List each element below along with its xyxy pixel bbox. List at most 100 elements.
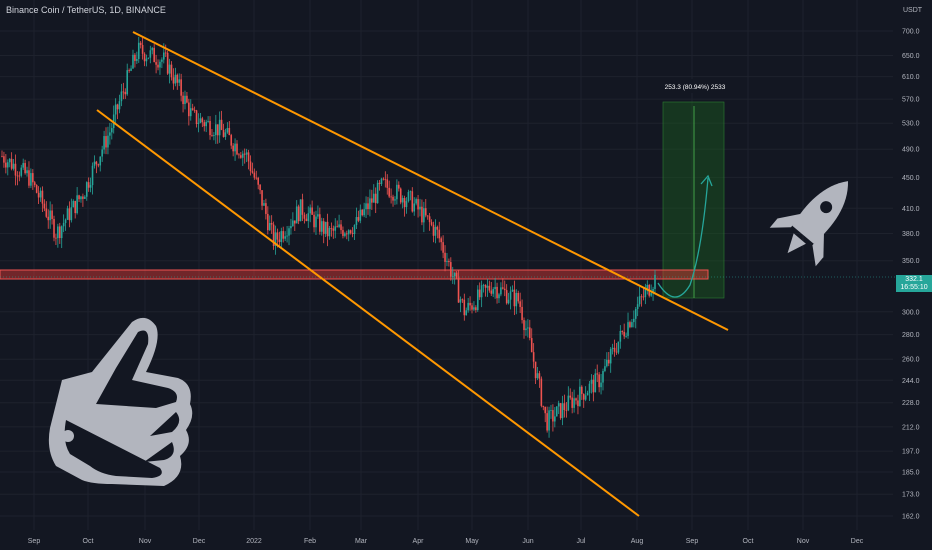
candle-body [130,68,132,71]
candle-body [423,208,425,223]
x-tick-label: Jun [522,538,533,545]
candle-body [444,252,446,262]
upper-trendline[interactable] [132,31,729,331]
candle-body [118,101,121,110]
candle-body [440,238,442,243]
candle-body [528,327,531,339]
candle-body [188,102,190,117]
candle-body [621,330,624,332]
candle-body [78,195,80,200]
candle-body [309,207,312,214]
candle-body [259,184,261,191]
candle-body [147,57,150,59]
price-axis[interactable]: USDT 700.0 650.0 610.0 570.0 530.0 490.0 450.0 4… [902,7,923,521]
candle-body [376,182,379,204]
candle-body [405,201,408,208]
candle-body [450,262,452,277]
candle-body [332,228,335,231]
candle-body [475,307,477,311]
candle-body [170,64,173,78]
candle-body [226,128,229,133]
candle-body [382,178,385,180]
candle-body [182,95,184,105]
candle-body [57,226,59,239]
candle-body [149,50,152,58]
candle-body [193,109,196,111]
candle-body [35,185,38,193]
candle-body [191,108,194,110]
candle-body [392,196,394,201]
candle-body [399,188,402,203]
candle-body [609,349,612,364]
y-tick-label: 570.0 [902,97,920,104]
candle-body [604,366,606,372]
candle-body [347,230,350,235]
lower-trendline[interactable] [96,109,640,517]
x-tick-label: Dec [193,538,206,545]
candle-body [18,175,21,177]
candle-body [324,221,327,234]
candle-body [159,61,161,68]
candle-body [571,397,573,408]
candle-body [6,162,9,168]
candle-body [577,400,579,407]
candle-body [203,122,206,127]
candle-body [478,289,481,298]
candle-body [396,184,398,200]
candle-body [30,173,32,186]
candle-body [82,196,84,199]
candle-body [286,235,288,237]
candle-body [261,190,263,206]
candle-body [559,403,562,419]
x-tick-label: Sep [28,538,41,545]
candle-body [222,129,225,137]
candle-body [166,52,169,74]
candle-body [557,403,560,407]
candle-body [174,74,177,84]
candle-body [109,132,111,136]
candle-body [268,222,271,231]
candle-body [446,261,448,262]
x-tick-label: Apr [413,538,425,545]
measure-label-box [664,79,726,93]
candle-body [419,206,421,210]
candle-body [33,182,36,186]
candle-body [319,214,321,232]
candle-body [39,190,42,198]
candle-body [536,373,539,379]
candle-body [322,221,325,234]
candle-body [136,58,138,61]
y-tick-label: 185.0 [902,470,920,477]
candle-body [636,304,639,309]
candle-body [534,361,537,379]
candle-body [22,163,24,168]
measure-label: 253.3 (80.94%) 2533 [665,84,726,91]
x-tick-label: 2022 [246,538,262,545]
candle-body [607,359,610,364]
candle-body [232,145,234,152]
candle-body [299,199,302,222]
candle-body [590,379,593,384]
x-tick-label: Oct [743,538,754,545]
x-tick-label: Nov [797,538,810,545]
candle-body [484,284,487,288]
candle-body [257,177,259,185]
candle-body [627,322,629,336]
candle-body [490,290,493,294]
candle-body [85,182,88,197]
candle-body [507,299,510,304]
candle-body [611,347,614,350]
candle-body [463,299,466,316]
candle-body [538,373,541,379]
candle-body [240,155,242,158]
candle-body [234,143,236,152]
candle-body [334,226,337,231]
candle-body [295,206,298,224]
candle-body [230,135,233,146]
candle-body [320,221,323,232]
candle-body [357,217,360,221]
candle-body [128,70,130,71]
time-axis[interactable]: Sep Oct Nov Dec 2022 Feb Mar Apr May Jun Jul Aug Sep… [28,538,864,545]
candle-body [124,91,127,95]
